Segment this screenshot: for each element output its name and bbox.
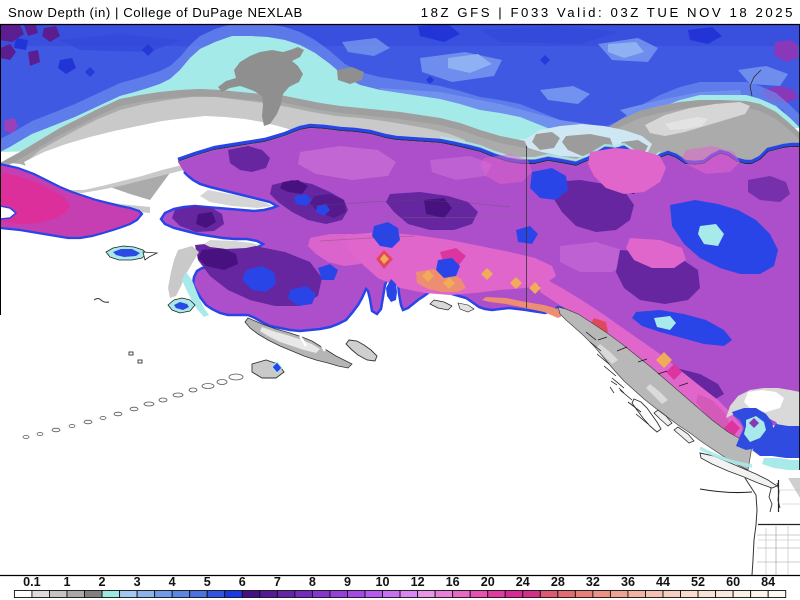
svg-text:9: 9: [344, 575, 351, 589]
svg-text:5: 5: [204, 575, 211, 589]
svg-text:12: 12: [411, 575, 425, 589]
svg-text:84: 84: [761, 575, 775, 589]
svg-text:60: 60: [726, 575, 740, 589]
svg-text:10: 10: [376, 575, 390, 589]
svg-text:Snow Depth (in) | College of D: Snow Depth (in) | College of DuPage NEXL…: [8, 5, 303, 20]
svg-text:18Z GFS | F033 Valid: 03Z TUE: 18Z GFS | F033 Valid: 03Z TUE NOV 18 202…: [421, 5, 795, 20]
svg-text:52: 52: [691, 575, 705, 589]
svg-text:36: 36: [621, 575, 635, 589]
svg-text:1: 1: [63, 575, 70, 589]
svg-text:0.1: 0.1: [23, 575, 41, 589]
svg-text:7: 7: [274, 575, 281, 589]
svg-text:20: 20: [481, 575, 495, 589]
svg-text:8: 8: [309, 575, 316, 589]
svg-text:28: 28: [551, 575, 565, 589]
svg-text:2: 2: [99, 575, 106, 589]
svg-text:24: 24: [516, 575, 530, 589]
svg-text:16: 16: [446, 575, 460, 589]
svg-text:4: 4: [169, 575, 176, 589]
svg-text:6: 6: [239, 575, 246, 589]
svg-text:44: 44: [656, 575, 670, 589]
svg-text:3: 3: [134, 575, 141, 589]
svg-text:32: 32: [586, 575, 600, 589]
